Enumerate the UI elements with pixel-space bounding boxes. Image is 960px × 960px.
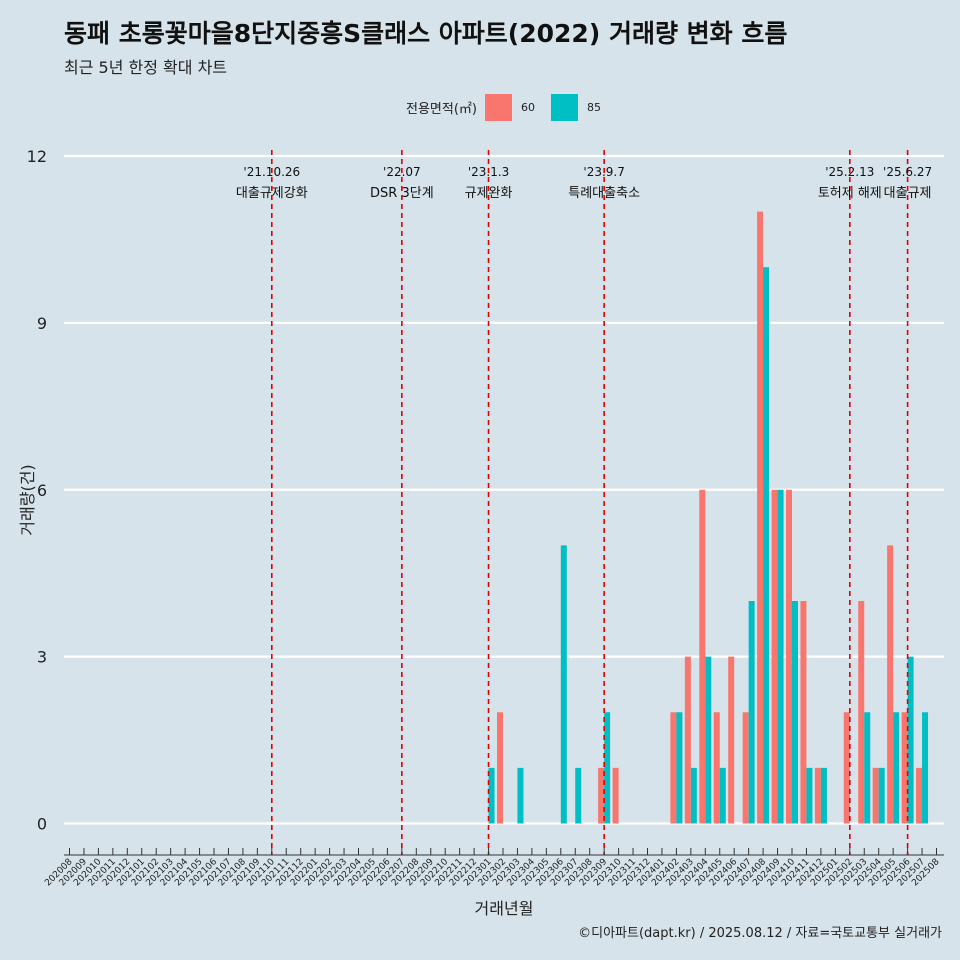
bar-85-202303 bbox=[517, 767, 524, 824]
bar-60-202408 bbox=[757, 211, 764, 824]
bar-60-202407 bbox=[742, 712, 749, 824]
bar-85-202309 bbox=[604, 712, 611, 824]
event-label: 특례대출축소 bbox=[568, 186, 640, 201]
chart-subtitle: 최근 5년 한정 확대 차트 bbox=[64, 58, 228, 77]
source-caption: ©디아파트(dapt.kr) / 2025.08.12 / 자료=국토교통부 실… bbox=[578, 926, 942, 941]
event-date: '21.10.26 bbox=[243, 165, 300, 179]
y-tick-label: 9 bbox=[37, 314, 47, 333]
bar-85-202407 bbox=[748, 601, 755, 824]
bar-85-202506 bbox=[907, 656, 914, 824]
chart-title: 동패 초롱꽃마을8단지중흥S클래스 아파트(2022) 거래량 변화 흐름 bbox=[64, 19, 788, 48]
bar-85-202402 bbox=[676, 712, 683, 824]
bar-60-202507 bbox=[916, 767, 923, 824]
bar-85-202504 bbox=[878, 767, 885, 824]
legend-title: 전용면적(㎡) bbox=[406, 101, 477, 117]
bar-60-202404 bbox=[699, 489, 706, 824]
bar-60-202409 bbox=[771, 489, 778, 824]
bar-60-202302 bbox=[497, 712, 503, 824]
bar-85-202503 bbox=[864, 712, 871, 824]
bar-60-202504 bbox=[872, 767, 879, 824]
bar-85-202301 bbox=[488, 767, 495, 824]
bar-85-202408 bbox=[763, 267, 770, 824]
bar-60-202310 bbox=[612, 767, 619, 824]
bar-60-202405 bbox=[713, 712, 720, 824]
legend-swatch-85 bbox=[550, 93, 578, 121]
bar-85-202405 bbox=[719, 767, 726, 824]
bar-85-202409 bbox=[777, 489, 784, 824]
legend: 전용면적(㎡) 60 85 bbox=[406, 92, 617, 122]
event-label: 규제완화 bbox=[465, 186, 513, 201]
bar-60-202402 bbox=[670, 712, 677, 824]
y-axis-title: 거래량(건) bbox=[18, 464, 37, 535]
x-axis-title: 거래년월 bbox=[475, 899, 534, 918]
bar-60-202502 bbox=[843, 712, 850, 824]
bar-85-202307 bbox=[575, 767, 582, 824]
legend-swatch-60 bbox=[484, 93, 512, 121]
bar-60-202411 bbox=[800, 601, 807, 824]
bar-60-202406 bbox=[728, 656, 735, 824]
bar-60-202410 bbox=[786, 489, 792, 824]
bar-85-202403 bbox=[690, 767, 697, 824]
y-tick-label: 12 bbox=[27, 147, 47, 166]
bar-60-202506 bbox=[901, 712, 908, 824]
bar-85-202505 bbox=[893, 712, 900, 824]
event-date: '23.1.3 bbox=[468, 165, 509, 179]
y-tick-label: 3 bbox=[37, 648, 47, 667]
event-date: '22.07 bbox=[383, 165, 421, 179]
event-label: 대출규제 bbox=[884, 186, 932, 201]
event-date: '25.6.27 bbox=[883, 165, 932, 179]
bar-85-202507 bbox=[922, 712, 929, 824]
bar-85-202412 bbox=[820, 767, 827, 824]
event-label: DSR 3단계 bbox=[370, 186, 434, 201]
event-date: '25.2.13 bbox=[825, 165, 874, 179]
bar-60-202403 bbox=[684, 656, 691, 824]
legend-label-60: 60 bbox=[520, 100, 535, 114]
event-label: 토허제 해제 bbox=[818, 186, 882, 201]
y-tick-label: 0 bbox=[37, 815, 47, 834]
bar-85-202411 bbox=[806, 767, 813, 824]
y-tick-label: 6 bbox=[37, 481, 47, 500]
bar-85-202306 bbox=[560, 545, 567, 824]
bar-60-202503 bbox=[858, 601, 865, 824]
bar-60-202505 bbox=[887, 545, 894, 824]
event-date: '23.9.7 bbox=[583, 165, 624, 179]
event-label: 대출규제강화 bbox=[236, 186, 308, 201]
bar-60-202309 bbox=[598, 767, 605, 824]
bar-85-202404 bbox=[705, 656, 712, 824]
bar-60-202412 bbox=[814, 767, 821, 824]
legend-label-85: 85 bbox=[586, 100, 601, 114]
bar-85-202410 bbox=[792, 601, 798, 824]
